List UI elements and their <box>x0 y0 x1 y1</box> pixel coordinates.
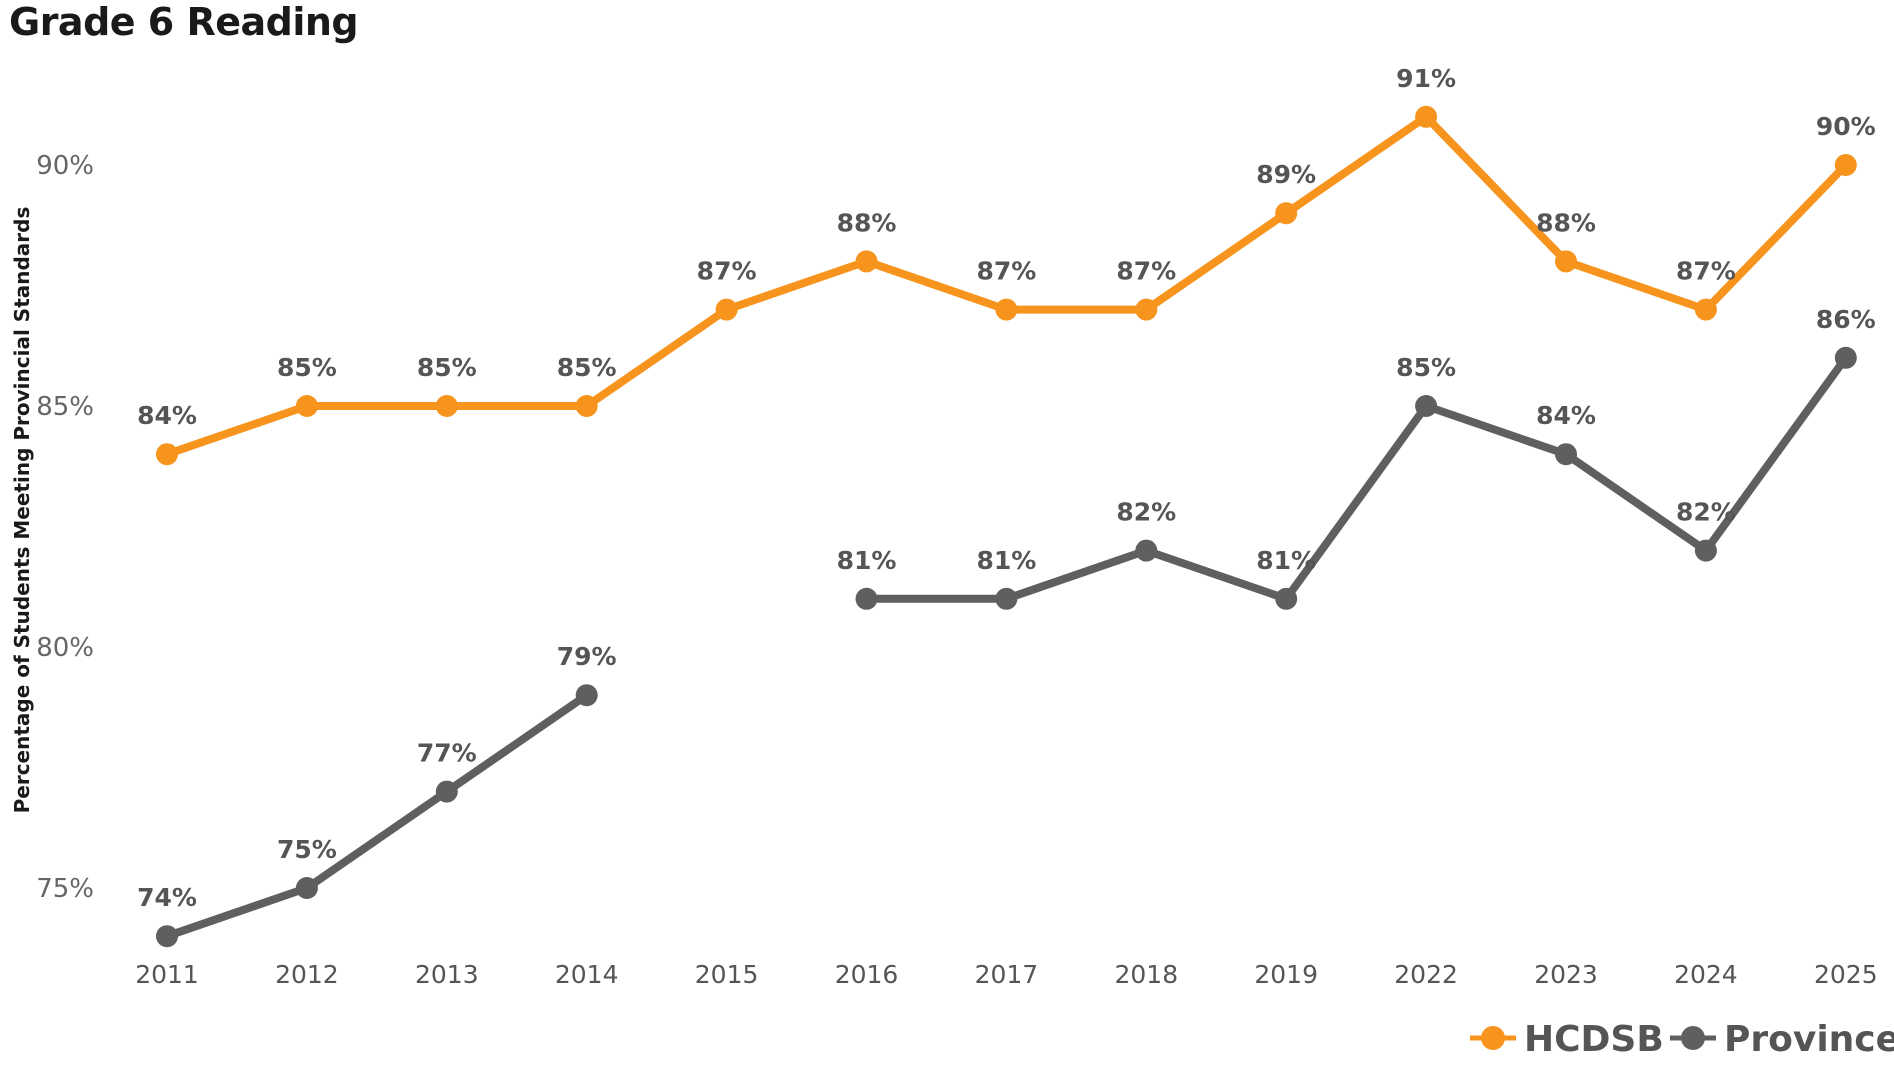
x-tick-label: 2013 <box>415 960 479 989</box>
x-tick-label: 2023 <box>1534 960 1598 989</box>
x-tick-label: 2019 <box>1254 960 1318 989</box>
hcdsb-data-label: 85% <box>557 353 617 382</box>
province-data-label: 85% <box>1396 353 1456 382</box>
province-data-point[interactable] <box>1135 539 1158 562</box>
x-tick-label: 2016 <box>835 960 899 989</box>
province-data-point[interactable] <box>855 587 878 610</box>
province-data-label: 81% <box>837 546 897 575</box>
province-data-point[interactable] <box>1415 395 1438 417</box>
hcdsb-data-label: 89% <box>1256 160 1316 189</box>
hcdsb-data-label: 88% <box>837 208 897 237</box>
legend-item-province[interactable]: Province <box>1670 1019 1894 1060</box>
province-data-point[interactable] <box>435 780 458 803</box>
x-tick-label: 2025 <box>1814 960 1878 989</box>
legend-province-label: Province <box>1724 1019 1894 1060</box>
province-data-point[interactable] <box>1555 443 1577 466</box>
hcdsb-data-label: 85% <box>417 353 477 382</box>
province-data-point[interactable] <box>1694 539 1717 562</box>
y-axis-ticks: 75% 80% 85% 90% <box>36 151 94 904</box>
province-data-point[interactable] <box>295 877 318 899</box>
province-data-point[interactable] <box>1275 587 1298 610</box>
hcdsb-data-label: 87% <box>1116 257 1176 286</box>
series-lines <box>163 112 1850 941</box>
province-data-label: 75% <box>277 835 337 864</box>
province-data-label: 86% <box>1816 305 1876 334</box>
y-tick-label: 75% <box>36 874 94 904</box>
hcdsb-data-point[interactable] <box>1415 105 1438 128</box>
province-data-label: 81% <box>1256 546 1316 575</box>
x-tick-label: 2015 <box>695 960 759 989</box>
hcdsb-data-point[interactable] <box>1275 202 1298 225</box>
hcdsb-data-label: 88% <box>1536 208 1596 237</box>
hcdsb-data-point[interactable] <box>1834 154 1857 176</box>
hcdsb-data-label: 87% <box>1676 257 1736 286</box>
province-data-label: 74% <box>137 883 197 912</box>
province-data-label: 82% <box>1116 498 1176 527</box>
x-tick-label: 2022 <box>1394 960 1458 989</box>
x-tick-label: 2012 <box>275 960 339 989</box>
y-tick-label: 85% <box>36 392 94 422</box>
y-axis-label: Percentage of Students Meeting Provincia… <box>10 207 34 814</box>
legend-hcdsb-dot-marker <box>1481 1026 1505 1050</box>
y-axis-label-group: Percentage of Students Meeting Provincia… <box>10 207 34 814</box>
province-data-label: 81% <box>976 546 1036 575</box>
province-series-line <box>163 691 591 941</box>
x-tick-label: 2014 <box>555 960 619 989</box>
hcdsb-data-label: 85% <box>277 353 337 382</box>
x-tick-label: 2017 <box>975 960 1039 989</box>
hcdsb-data-point[interactable] <box>156 443 178 466</box>
legend[interactable]: HCDSB Province <box>1470 1019 1894 1060</box>
province-data-label: 84% <box>1536 401 1596 430</box>
hcdsb-data-point[interactable] <box>1694 298 1717 321</box>
chart-title: Grade 6 Reading <box>9 0 359 44</box>
province-data-label: 79% <box>557 642 617 671</box>
hcdsb-data-point[interactable] <box>715 298 738 321</box>
y-tick-label: 80% <box>36 633 94 663</box>
hcdsb-data-label: 87% <box>697 257 757 286</box>
hcdsb-data-label: 91% <box>1396 64 1456 93</box>
hcdsb-data-label: 90% <box>1816 112 1876 141</box>
province-data-label: 77% <box>417 739 477 768</box>
hcdsb-data-point[interactable] <box>295 395 318 417</box>
province-series-line <box>862 353 1850 603</box>
y-tick-label: 90% <box>36 151 94 181</box>
province-data-point[interactable] <box>575 684 598 707</box>
hcdsb-data-label: 87% <box>976 257 1036 286</box>
hcdsb-data-point[interactable] <box>1555 250 1577 273</box>
legend-province-dot-marker <box>1681 1026 1705 1050</box>
data-labels: 84% 85% 85% 85% 87% 88% 87% 87% 89% 91% 88% 87% 90% 7… <box>137 64 1876 912</box>
x-tick-label: 2018 <box>1114 960 1178 989</box>
province-data-point[interactable] <box>156 925 178 948</box>
x-tick-label: 2024 <box>1674 960 1738 989</box>
hcdsb-data-point[interactable] <box>995 298 1018 321</box>
hcdsb-data-point[interactable] <box>855 250 878 273</box>
x-axis-ticks: 2011 2012 2013 2014 2015 2016 2017 2018 2019 2022… <box>135 960 1877 989</box>
hcdsb-data-point[interactable] <box>575 395 598 417</box>
legend-hcdsb-label: HCDSB <box>1524 1019 1664 1060</box>
series-points <box>156 105 1857 948</box>
province-data-point[interactable] <box>995 587 1018 610</box>
province-data-point[interactable] <box>1834 346 1857 369</box>
legend-item-hcdsb[interactable]: HCDSB <box>1470 1019 1664 1060</box>
hcdsb-data-point[interactable] <box>1135 298 1158 321</box>
province-data-label: 82% <box>1676 498 1736 527</box>
hcdsb-data-label: 84% <box>137 401 197 430</box>
hcdsb-data-point[interactable] <box>435 395 458 417</box>
x-tick-label: 2011 <box>135 960 199 989</box>
